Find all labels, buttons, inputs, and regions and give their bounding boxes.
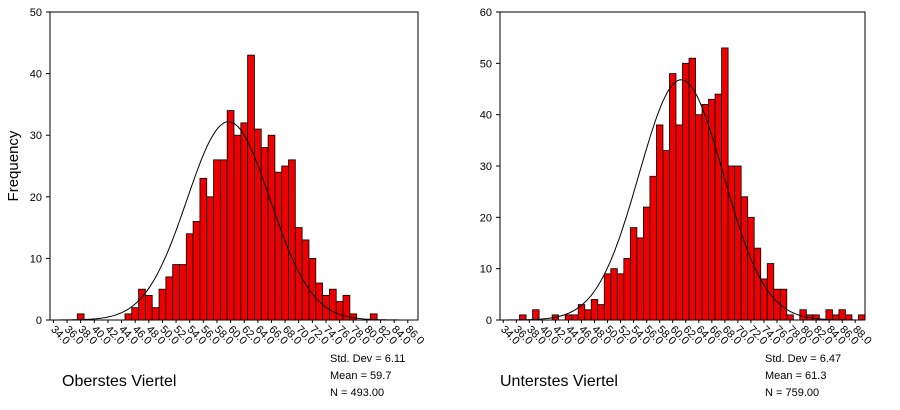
- histogram-bar: [656, 124, 664, 321]
- chart-caption: Unterstes Viertel: [500, 373, 618, 390]
- histogram-bar: [610, 268, 618, 321]
- histogram-bar: [845, 314, 853, 321]
- histogram-bar: [584, 309, 592, 321]
- histogram-bar: [708, 98, 716, 321]
- y-tick-label: 50: [30, 7, 42, 19]
- histogram-bar: [172, 264, 180, 321]
- histogram-bar: [519, 314, 527, 321]
- histogram-bar: [564, 314, 573, 321]
- histogram-bar: [294, 227, 303, 321]
- y-tick-label: 30: [30, 130, 42, 142]
- histogram-bar: [342, 294, 351, 321]
- histogram-bar: [281, 165, 289, 321]
- histogram-bar: [786, 314, 794, 321]
- y-tick-label: 60: [480, 7, 492, 19]
- histogram-bar: [179, 264, 187, 321]
- histogram-oberstes-viertel: 0102030405034.036.038.040.042.044.046.04…: [5, 7, 426, 399]
- histogram-bar: [308, 257, 317, 321]
- histogram-bar: [799, 309, 807, 321]
- histogram-bar: [597, 304, 605, 321]
- histogram-bar: [662, 150, 670, 321]
- histogram-bar: [199, 177, 208, 321]
- histogram-bar: [682, 62, 690, 321]
- histogram-bar: [267, 134, 276, 321]
- histogram-bar: [226, 110, 235, 321]
- histogram-bar: [233, 134, 242, 321]
- histogram-bar: [714, 93, 723, 321]
- y-tick-label: 40: [480, 110, 492, 122]
- histogram-bar: [335, 301, 344, 321]
- histogram-bar: [247, 54, 255, 321]
- histogram-bar: [649, 175, 657, 321]
- y-axis-label: Frequency: [5, 130, 22, 201]
- y-tick-label: 20: [30, 192, 42, 204]
- histogram-bar: [753, 247, 762, 321]
- stats-line: Mean = 59.7: [330, 370, 391, 382]
- histogram-bar: [629, 227, 638, 321]
- histogram-bar: [145, 294, 153, 321]
- histogram-bar: [695, 114, 703, 321]
- histogram-bar: [590, 299, 599, 321]
- histogram-bar: [240, 122, 249, 321]
- normal-curve: [500, 79, 865, 321]
- histogram-bar: [858, 314, 866, 321]
- histogram-bar: [779, 288, 788, 321]
- chart-caption: Oberstes Viertel: [62, 373, 176, 390]
- histogram-bar: [812, 314, 820, 321]
- histogram-bar: [688, 57, 696, 321]
- histogram-bar: [260, 147, 269, 321]
- histogram-bar: [603, 273, 612, 321]
- y-tick-label: 10: [480, 264, 492, 276]
- stats-line: Std. Dev = 6.11: [330, 353, 405, 365]
- histogram-bar: [206, 196, 214, 321]
- histogram-bar: [571, 314, 579, 321]
- histogram-bar: [532, 309, 540, 321]
- histogram-bar: [675, 124, 683, 321]
- histogram-unterstes-viertel: 010203040506034.036.038.040.042.044.046.…: [480, 7, 874, 399]
- stats-line: N = 759.00: [765, 387, 819, 399]
- histogram-bar: [219, 159, 228, 321]
- histogram-bar: [274, 171, 283, 321]
- histogram-bar: [636, 237, 644, 321]
- stats-line: N = 493.00: [330, 387, 384, 399]
- histogram-bar: [288, 159, 296, 321]
- histogram-bar: [616, 273, 625, 321]
- histogram-bar: [158, 288, 167, 321]
- y-tick-label: 20: [480, 212, 492, 224]
- histogram-bar: [838, 309, 846, 321]
- histogram-bar: [747, 216, 755, 321]
- normal-curve: [50, 121, 418, 321]
- histogram-bar: [642, 206, 651, 321]
- histogram-bar: [165, 276, 174, 321]
- histogram-bar: [721, 47, 729, 321]
- y-tick-label: 30: [480, 161, 492, 173]
- histogram-bar: [727, 165, 736, 321]
- histogram-bar: [254, 128, 262, 321]
- stats-line: Std. Dev = 6.47: [765, 353, 841, 365]
- histogram-bar: [131, 307, 139, 321]
- stats-line: Mean = 61.3: [765, 370, 826, 382]
- histogram-bar: [701, 104, 709, 321]
- y-tick-label: 50: [480, 58, 492, 70]
- histogram-bar: [623, 257, 631, 321]
- histogram-bar: [185, 233, 194, 321]
- histogram-bar: [734, 165, 742, 321]
- histogram-bar: [329, 288, 337, 321]
- histogram-bar: [151, 307, 160, 321]
- histogram-bar: [124, 313, 133, 321]
- histogram-bar: [825, 309, 833, 321]
- y-tick-label: 0: [36, 315, 42, 327]
- y-tick-label: 0: [486, 315, 492, 327]
- histogram-bar: [669, 73, 677, 321]
- histogram-bar: [740, 196, 749, 321]
- histogram-bar: [213, 159, 221, 321]
- y-tick-label: 40: [30, 69, 42, 81]
- y-tick-label: 10: [30, 253, 42, 265]
- histogram-bar: [192, 221, 201, 321]
